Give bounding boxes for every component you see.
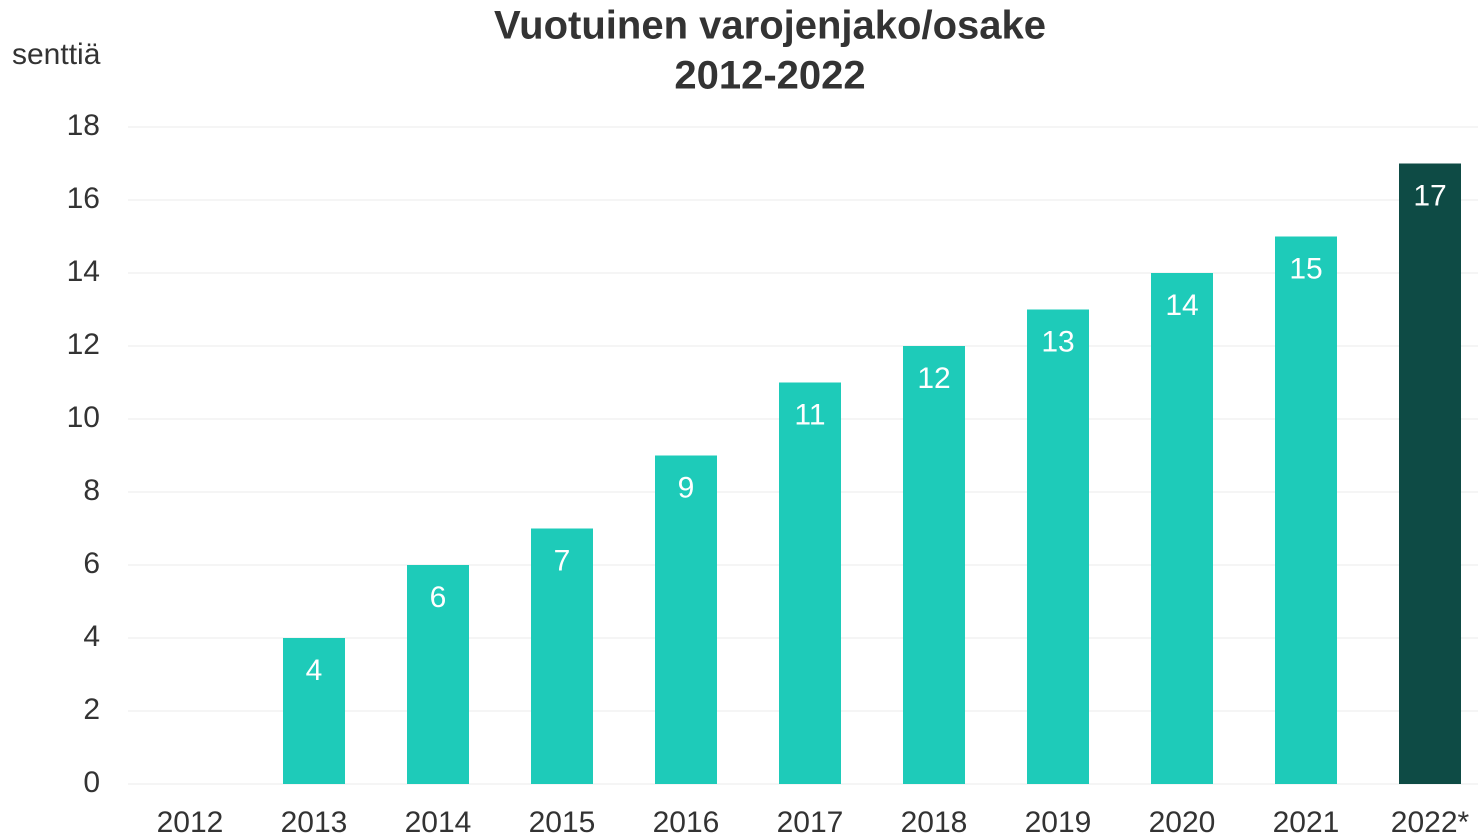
data-label: 13 [1041,325,1074,358]
x-tick-label: 2022* [1391,806,1470,839]
data-label: 14 [1165,289,1198,322]
y-tick-label: 0 [83,766,100,799]
y-tick-label: 18 [67,109,100,142]
y-tick-label: 10 [67,401,100,434]
data-label: 4 [306,654,323,687]
bar [779,382,841,784]
bar [283,638,345,784]
data-label: 12 [917,362,950,395]
x-tick-label: 2018 [901,806,968,839]
y-tick-label: 8 [83,474,100,507]
bar [1399,163,1461,784]
bar [1275,236,1337,784]
x-tick-label: 2021 [1273,806,1340,839]
x-tick-label: 2017 [777,806,844,839]
x-tick-label: 2013 [281,806,348,839]
y-tick-label: 2 [83,693,100,726]
y-tick-label: 16 [67,182,100,215]
x-tick-label: 2016 [653,806,720,839]
y-tick-label: 6 [83,547,100,580]
x-tick-label: 2019 [1025,806,1092,839]
x-tick-label: 2012 [157,806,224,839]
chart-title: 2012-2022 [674,54,865,98]
bar [1027,309,1089,784]
x-tick-label: 2015 [529,806,596,839]
data-label: 15 [1289,252,1322,285]
y-tick-label: 4 [83,620,100,653]
bar [1151,273,1213,784]
x-tick-label: 2020 [1149,806,1216,839]
y-tick-label: 14 [67,255,100,288]
data-label: 7 [554,544,571,577]
bar [903,346,965,784]
data-label: 17 [1413,179,1446,212]
data-label: 6 [430,581,447,614]
data-label: 9 [678,471,695,504]
bar [407,565,469,784]
bar [655,455,717,784]
data-label: 11 [794,398,825,431]
bar [531,528,593,784]
y-axis-label: senttiä [12,38,101,71]
chart-title: Vuotuinen varojenjako/osake [494,4,1046,48]
x-tick-label: 2014 [405,806,472,839]
y-tick-label: 12 [67,328,100,361]
